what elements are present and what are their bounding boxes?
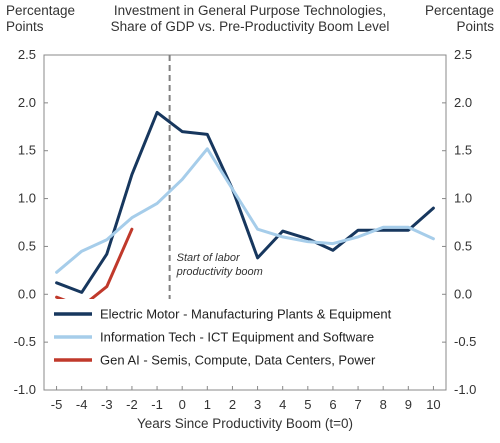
left-axis-unit-label: Percentage Points	[6, 3, 75, 35]
legend-label-3: Gen AI - Semis, Compute, Data Centers, P…	[100, 353, 376, 368]
y-tick-label-right: 0.5	[454, 238, 472, 253]
series-line-1	[55, 110, 435, 294]
y-tick-label-left: 0.5	[18, 238, 36, 253]
x-tick-label: 8	[380, 397, 387, 412]
x-axis-label: Years Since Productivity Boom (t=0)	[137, 416, 353, 431]
legend-label-1: Electric Motor - Manufacturing Plants & …	[100, 307, 392, 322]
x-tick-label: 1	[204, 397, 211, 412]
chart-title-line-2: Share of GDP vs. Pre-Productivity Boom L…	[110, 19, 390, 34]
y-tick-label-right: 1.5	[454, 143, 472, 158]
x-tick-label: 0	[179, 397, 186, 412]
y-tick-label-left: 2.0	[18, 95, 36, 110]
right-axis-unit-label: Percentage Points	[425, 3, 494, 35]
x-tick-label: 3	[254, 397, 261, 412]
y-tick-label-left: -1.0	[14, 382, 36, 397]
axes: 2.5 2.5 2.0 2.0 1.5 1.5 1.0 1.0 0.5 0.5 0.0 0.0 -0.5…	[14, 47, 477, 431]
x-tick-label: 6	[329, 397, 336, 412]
chart-title: Investment in General Purpose Technologi…	[95, 3, 405, 35]
y-tick-label-left: 2.5	[18, 47, 36, 62]
series-line-3	[55, 227, 134, 309]
x-tick-label: -1	[151, 397, 163, 412]
right-axis-unit-line-1: Percentage	[424, 3, 494, 18]
y-tick-label-right: 2.5	[454, 47, 472, 62]
x-tick-label: -3	[101, 397, 113, 412]
series-line-2	[55, 147, 435, 274]
x-tick-label: 10	[426, 397, 440, 412]
y-tick-label-left: 0.0	[18, 286, 36, 301]
x-tick-label: -5	[51, 397, 63, 412]
y-tick-label-right: 0.0	[454, 286, 472, 301]
y-tick-label-left: 1.5	[18, 143, 36, 158]
x-tick-label: 4	[279, 397, 286, 412]
y-tick-label-right: 1.0	[454, 191, 472, 206]
legend: Electric Motor - Manufacturing Plants & …	[48, 299, 440, 374]
y-tick-label-right: -1.0	[454, 382, 476, 397]
y-tick-label-left: 1.0	[18, 191, 36, 206]
left-axis-unit-line-2: Points	[6, 19, 44, 34]
right-axis-unit-line-2: Points	[456, 19, 494, 34]
y-tick-label-right: 2.0	[454, 95, 472, 110]
annotation-text: Start of labor	[177, 252, 241, 264]
legend-label-2: Information Tech - ICT Equipment and Sof…	[100, 330, 374, 345]
series-lines: Start of labor productivity boom	[55, 55, 435, 314]
chart-title-line-1: Investment in General Purpose Technologi…	[113, 3, 387, 18]
legend-background	[48, 299, 440, 374]
x-tick-label: 9	[405, 397, 412, 412]
y-tick-label-left: -0.5	[14, 334, 36, 349]
annotation-text: productivity boom	[176, 266, 263, 278]
y-tick-label-right: -0.5	[454, 334, 476, 349]
x-tick-label: -2	[126, 397, 138, 412]
plot-frame	[43, 54, 447, 391]
x-tick-label: 2	[229, 397, 236, 412]
left-axis-unit-line-1: Percentage	[6, 3, 76, 18]
x-tick-label: -4	[76, 397, 88, 412]
x-tick-label: 5	[304, 397, 311, 412]
x-tick-label: 7	[354, 397, 361, 412]
